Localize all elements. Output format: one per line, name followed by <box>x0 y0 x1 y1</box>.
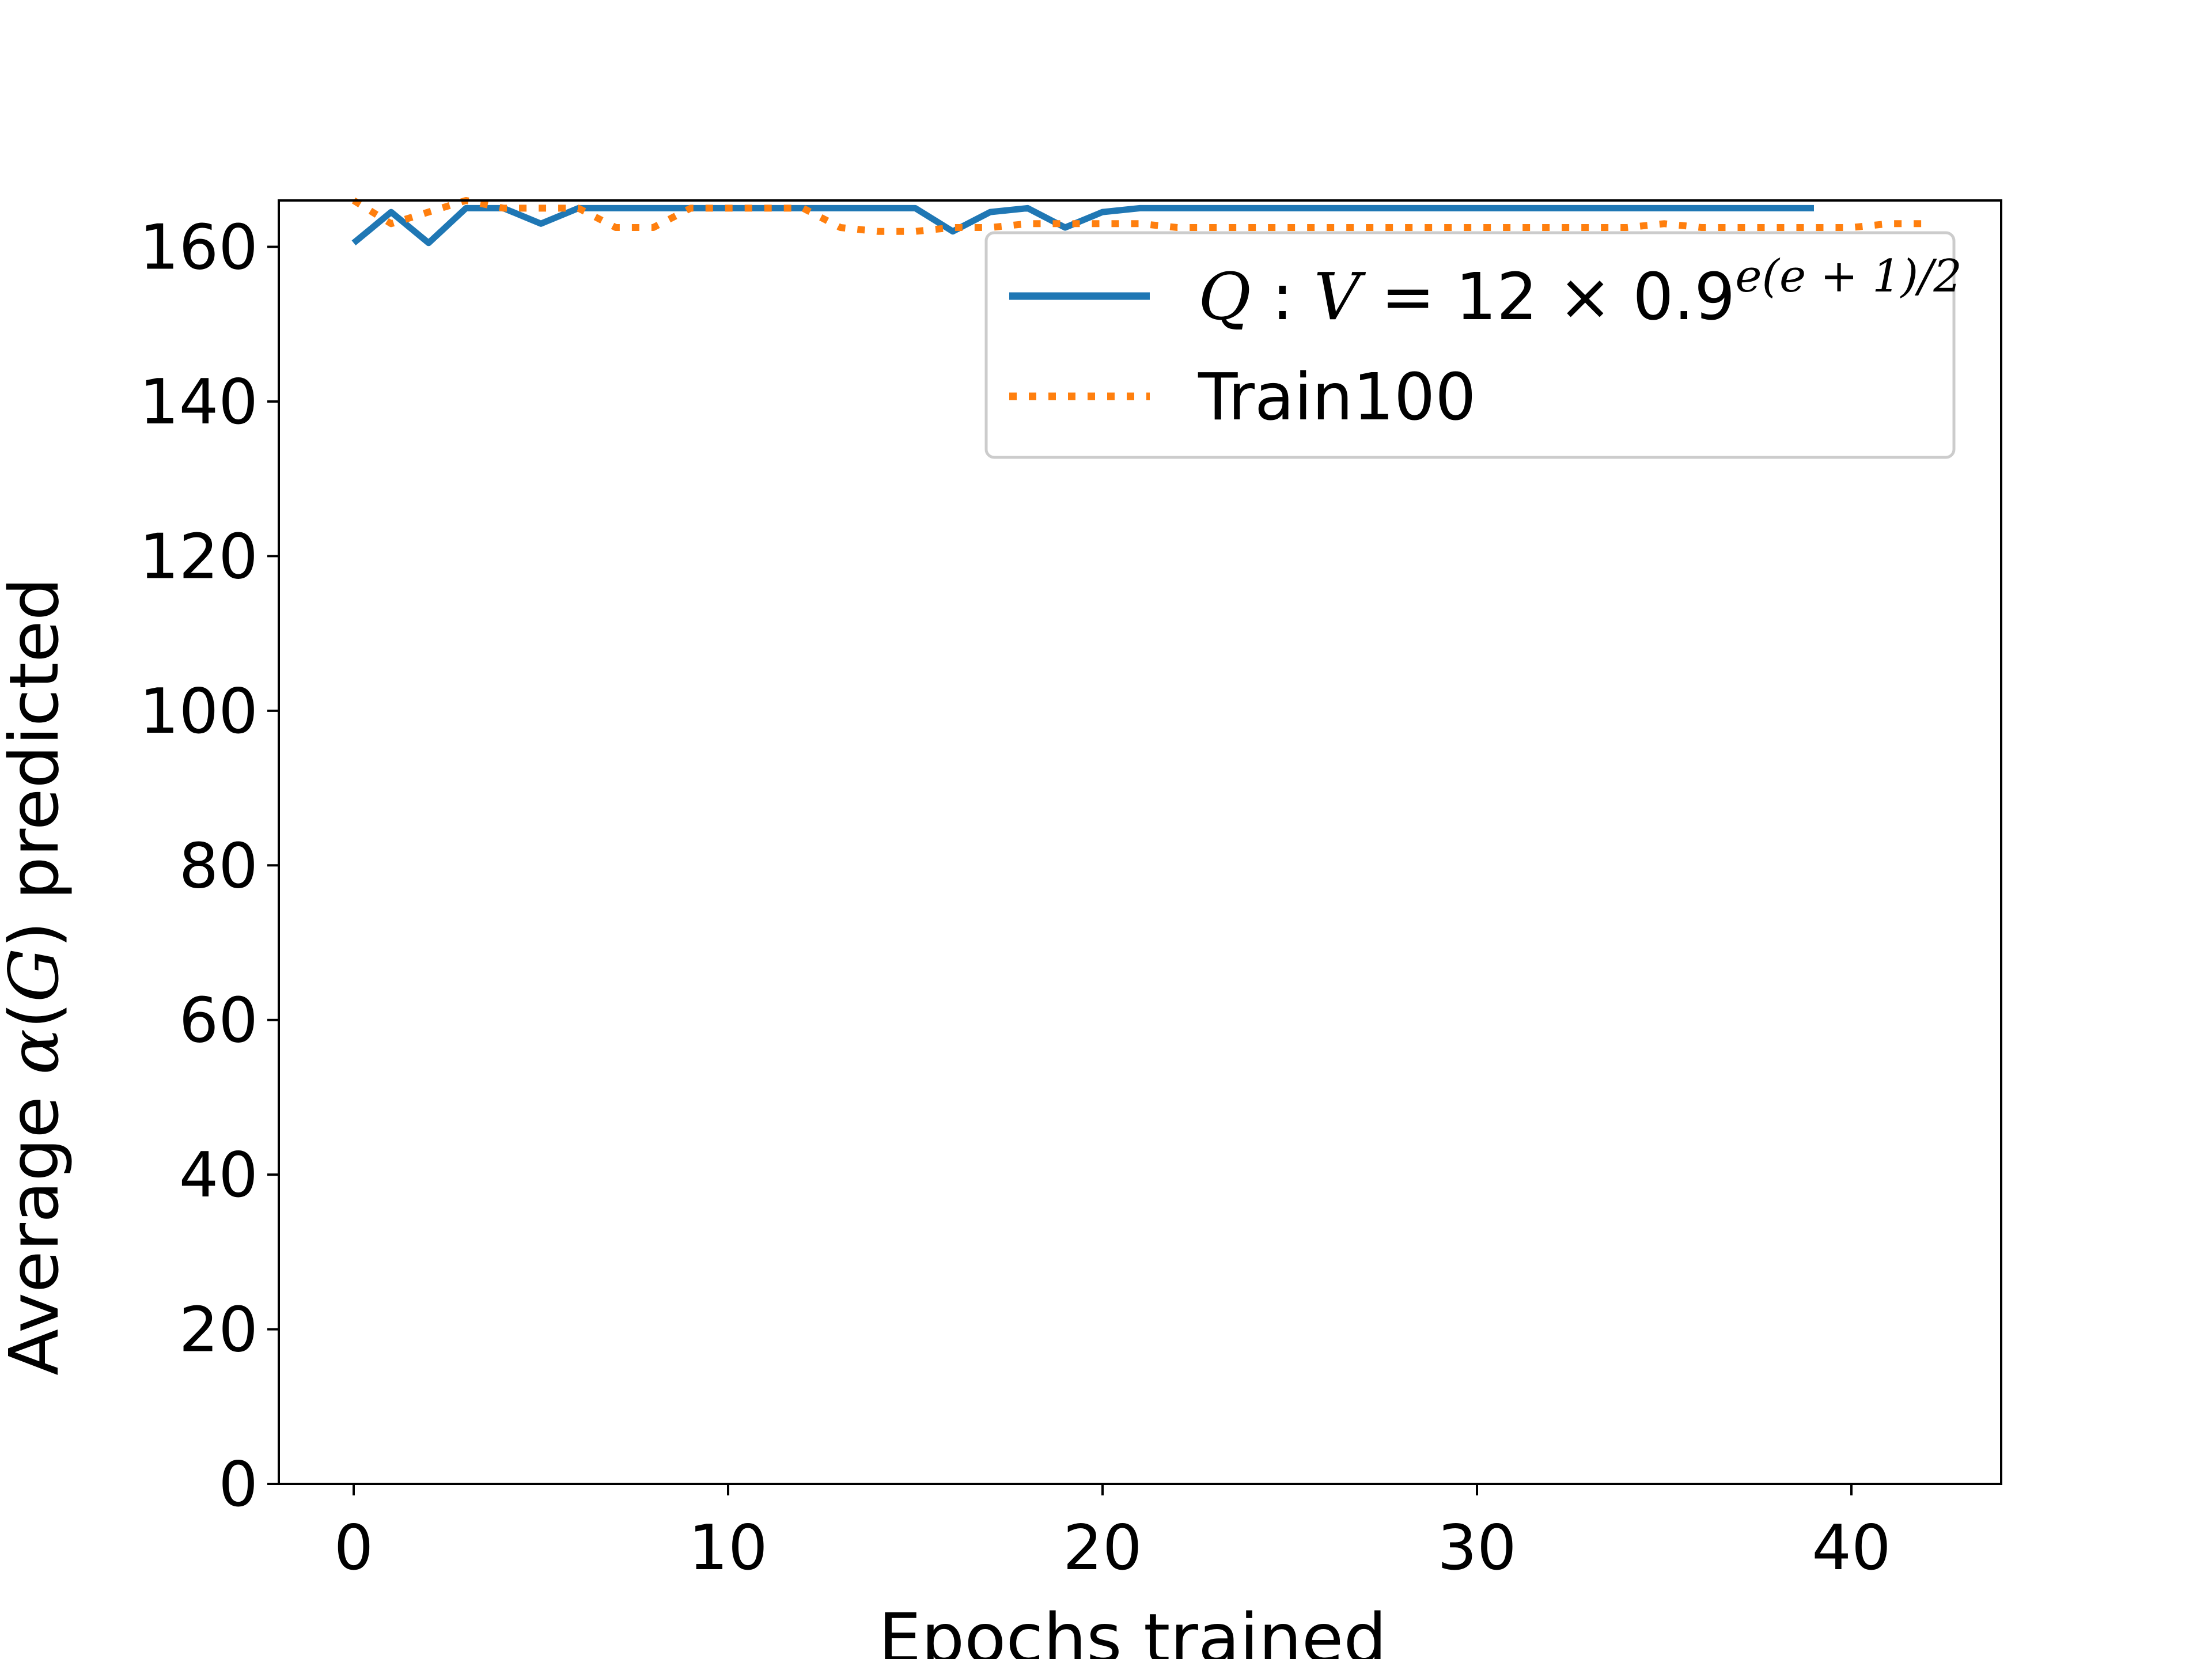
x-tick-label: 30 <box>1437 1512 1516 1584</box>
x-tick-label: 0 <box>334 1512 374 1584</box>
y-tick-label: 20 <box>179 1294 258 1366</box>
legend-label-series-1: Q : V = 12 × 0.9e(e + 1)/2 <box>1198 251 1962 335</box>
y-tick-label: 100 <box>139 676 258 748</box>
series-line-1 <box>351 204 1814 247</box>
legend-label-series-2: Train100 <box>1198 360 1476 435</box>
series-line-2 <box>351 197 1926 235</box>
x-axis-label: Epochs trained <box>878 1599 1387 1659</box>
y-axis-label-part: ( <box>0 1002 74 1029</box>
plot-frame <box>278 199 2002 1485</box>
y-tick-label: 80 <box>179 830 258 902</box>
x-tick-label: 10 <box>688 1512 767 1584</box>
y-tick-label: 0 <box>218 1449 258 1521</box>
y-axis-label-part: ) predicted <box>0 577 74 948</box>
y-tick-label: 60 <box>179 985 258 1057</box>
y-tick-label: 120 <box>139 521 258 593</box>
y-axis-label-part: Average <box>0 1075 74 1376</box>
y-tick-label: 160 <box>139 212 258 284</box>
y-tick-label: 40 <box>179 1139 258 1211</box>
y-axis: 0 20 40 60 80 100 120 140 160 <box>139 212 279 1521</box>
x-tick-label: 20 <box>1063 1512 1142 1584</box>
legend: Q : V = 12 × 0.9e(e + 1)/2 Train100 <box>984 231 1962 459</box>
y-axis-label: Average α(G) predicted <box>0 577 74 1375</box>
y-axis-label-g: G <box>0 948 74 1002</box>
x-axis: 0 10 20 30 40 <box>334 1484 1891 1584</box>
legend-box <box>984 231 1956 459</box>
x-tick-label: 40 <box>1812 1512 1891 1584</box>
series-layer <box>351 197 1926 247</box>
y-tick-label: 140 <box>139 366 258 438</box>
y-axis-label-alpha: α <box>0 1029 74 1075</box>
